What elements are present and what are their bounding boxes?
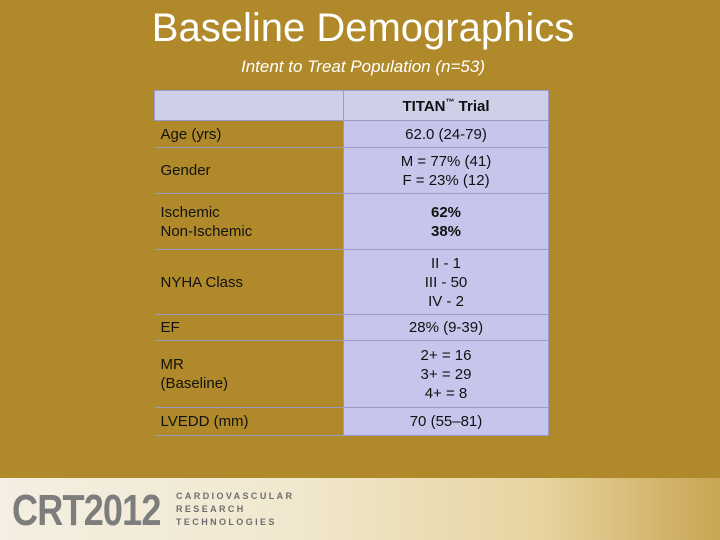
row-label-cell: EF xyxy=(154,314,344,341)
slide-subtitle: Intent to Treat Population (n=53) xyxy=(241,57,485,76)
row-label-cell: NYHA Class xyxy=(154,249,344,315)
row-value: 4+ = 8 xyxy=(424,384,468,402)
crt-logo-number: CRT2012 xyxy=(12,486,161,535)
row-value-cell: 28% (9-39) xyxy=(343,314,549,341)
row-label: MR xyxy=(160,356,184,373)
row-label: NYHA Class xyxy=(160,273,244,291)
row-value-cell: 62.0 (24-79) xyxy=(343,120,549,148)
table-row: EF 28% (9-39) xyxy=(154,314,549,341)
row-value-cell: 70 (55–81) xyxy=(343,407,549,436)
slide-title: Baseline Demographics xyxy=(151,6,575,50)
row-value: F = 23% (12) xyxy=(402,171,490,189)
row-label: (Baseline) xyxy=(160,375,229,392)
row-label-cell: Gender xyxy=(154,147,344,194)
row-value-cell: II - 1 III - 50 IV - 2 xyxy=(343,249,549,315)
row-label: LVEDD (mm) xyxy=(160,413,249,430)
row-value: II - 1 xyxy=(430,254,461,272)
row-value: IV - 2 xyxy=(428,292,464,310)
row-label: Non-Ischemic xyxy=(160,222,253,240)
row-value: 28% (9-39) xyxy=(408,319,484,336)
row-value: M = 77% (41) xyxy=(400,152,492,170)
row-value: 2+ = 16 xyxy=(420,346,472,364)
row-value: III - 50 xyxy=(424,273,468,291)
row-label: EF xyxy=(160,319,180,336)
demographics-table: TITAN™ Trial Age (yrs) 62.0 (24-79) Gender… xyxy=(154,90,549,436)
row-value: 38% xyxy=(430,222,462,240)
row-value: 62.0 (24-79) xyxy=(405,125,487,143)
row-value-cell: M = 77% (41) F = 23% (12) xyxy=(343,147,549,194)
logo-line: TECHNOLOGIES xyxy=(176,517,277,527)
table-row: Ischemic Non-Ischemic 62% 38% xyxy=(154,193,549,250)
table-row: NYHA Class II - 1 III - 50 IV - 2 xyxy=(154,249,549,315)
table-row: Gender M = 77% (41) F = 23% (12) xyxy=(154,147,549,194)
row-label: Age (yrs) xyxy=(160,125,222,143)
logo-line: CARDIOVASCULAR xyxy=(176,491,295,501)
row-value: 3+ = 29 xyxy=(420,365,472,383)
row-label: Ischemic xyxy=(160,203,220,221)
row-label-cell: MR (Baseline) xyxy=(154,340,344,408)
row-value: 70 (55–81) xyxy=(409,413,483,430)
row-value-cell: 2+ = 16 3+ = 29 4+ = 8 xyxy=(343,340,549,408)
table-row: Age (yrs) 62.0 (24-79) xyxy=(154,120,549,148)
row-value-cell: 62% 38% xyxy=(343,193,549,250)
row-label-cell: Age (yrs) xyxy=(154,120,344,148)
header-label-cell xyxy=(154,90,344,121)
footer-band xyxy=(0,478,720,540)
row-value: 62% xyxy=(430,203,462,221)
trial-suffix: Trial xyxy=(454,97,490,115)
row-label-cell: LVEDD (mm) xyxy=(154,407,344,436)
table-header-row: TITAN™ Trial xyxy=(154,90,549,121)
header-trial-cell: TITAN™ Trial xyxy=(343,90,549,121)
trial-name: TITAN xyxy=(402,97,446,115)
row-label-cell: Ischemic Non-Ischemic xyxy=(154,193,344,250)
crt-logo-text: CARDIOVASCULAR RESEARCH TECHNOLOGIES xyxy=(176,490,294,529)
row-label: Gender xyxy=(160,162,211,179)
logo-line: RESEARCH xyxy=(176,504,246,514)
table-row: MR (Baseline) 2+ = 16 3+ = 29 4+ = 8 xyxy=(154,340,549,408)
table-row: LVEDD (mm) 70 (55–81) xyxy=(154,407,549,436)
trademark-symbol: ™ xyxy=(445,96,455,107)
